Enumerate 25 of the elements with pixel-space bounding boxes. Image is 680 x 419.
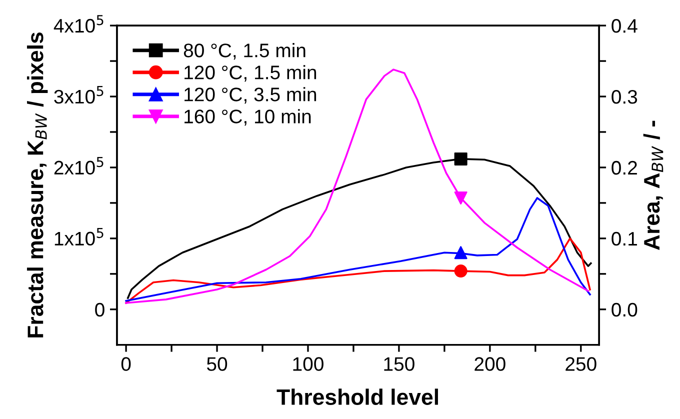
y-tick-label: 4x10$^{5}$	[54, 15, 104, 33]
x-tick-label: 100	[293, 357, 324, 371]
x-tick-label: 200	[474, 357, 506, 371]
line-series	[125, 238, 591, 304]
y2-tick-label: 0.2	[612, 160, 637, 175]
y2-tick-label: 0.1	[612, 232, 637, 246]
x-tick-label: 0	[121, 357, 131, 371]
x-tick-label: 50	[206, 357, 228, 371]
legend-label: 80 °C, 1.5 min	[184, 43, 306, 60]
x-tick-label: 150	[384, 357, 414, 371]
y-tick-label: 1x10$^{5}$	[54, 228, 104, 246]
y-tick-label: 3x10$^{5}$	[54, 86, 104, 104]
legend-label: 120 °C, 1.5 min	[184, 65, 316, 82]
y-tick-label: 2x10$^{5}$	[54, 157, 104, 175]
y2-tick-label: 0.4	[612, 19, 638, 33]
x-tick-label: 250	[566, 357, 596, 371]
legend-label: 120 °C, 3.5 min	[184, 87, 316, 104]
x-axis-title: Threshold level	[276, 388, 438, 405]
y2-tick-label: 0.0	[612, 302, 638, 317]
y2-tick-label: 0.3	[612, 90, 638, 104]
y-axis-title: Fractal measure, K$_{BW}$ / pixels	[26, 32, 48, 338]
y-tick-label: 0	[95, 302, 104, 317]
legend-label: 160 °C, 10 min	[184, 109, 311, 126]
y2-axis-title: Area, A$_{BW}$ / -	[643, 120, 664, 250]
line-series	[125, 197, 591, 302]
